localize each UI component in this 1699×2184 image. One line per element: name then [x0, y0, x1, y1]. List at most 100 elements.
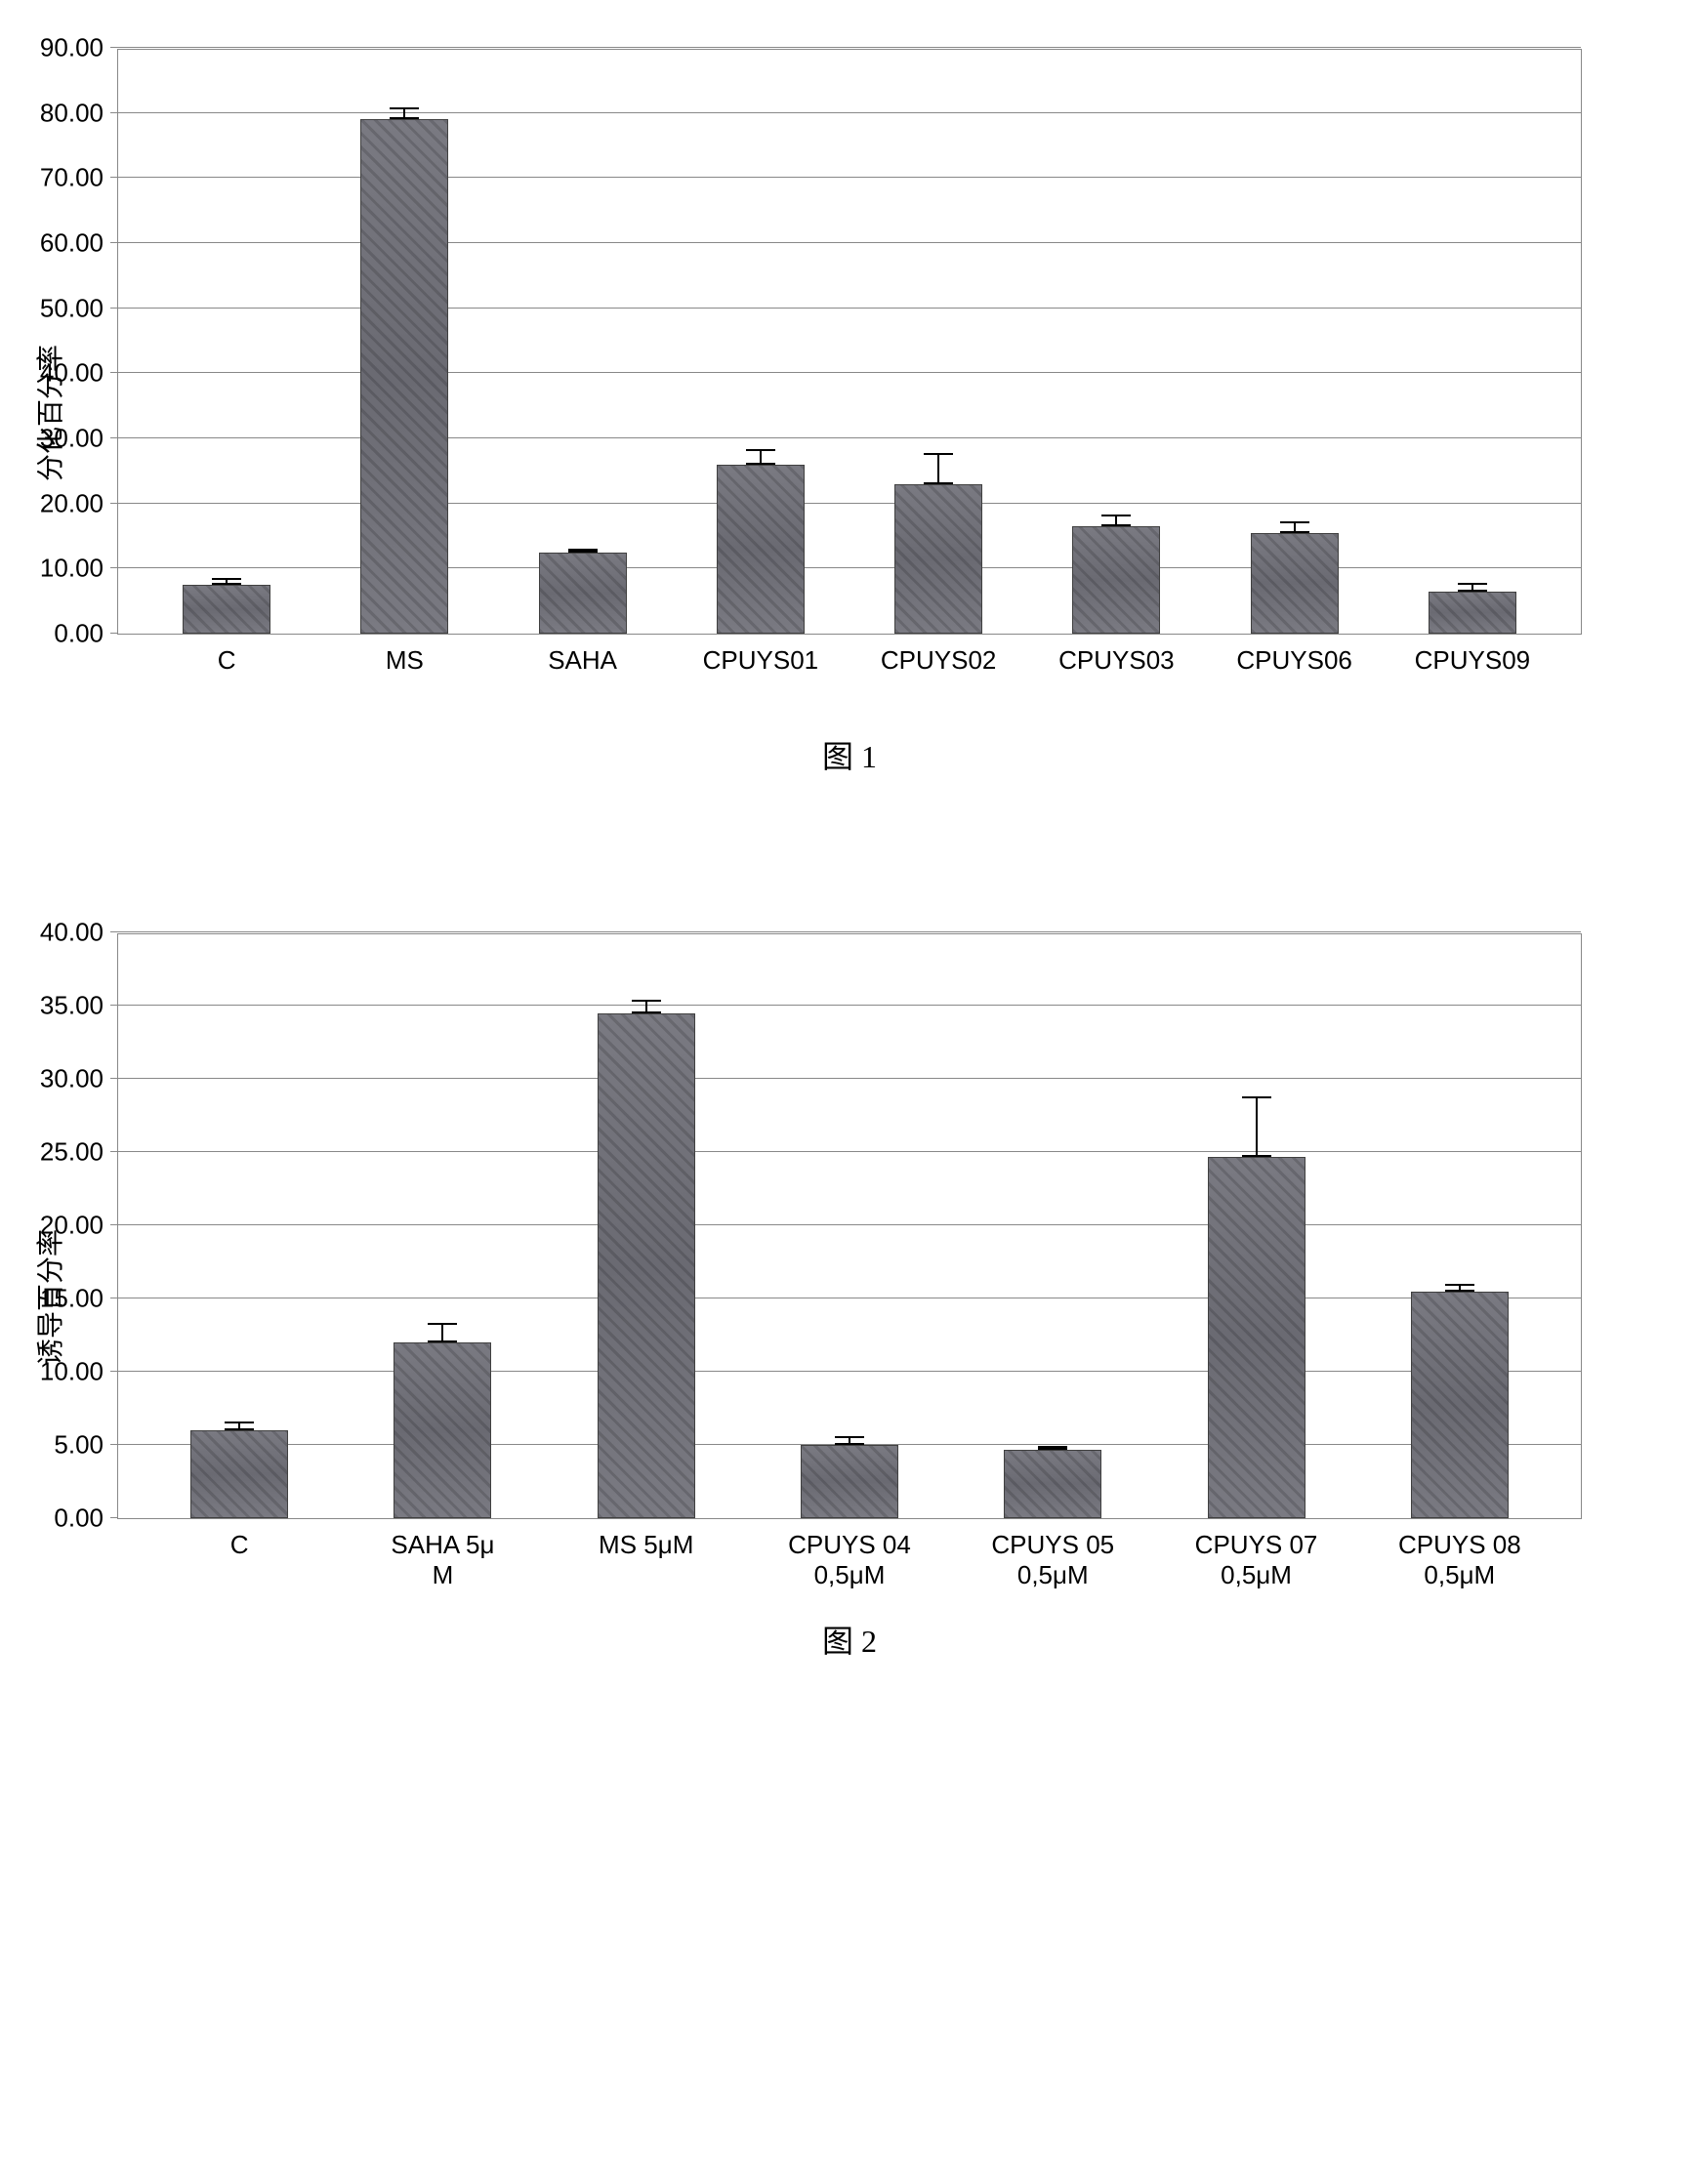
bars-container: CSAHA 5μ MMS 5μMCPUYS 04 0,5μMCPUYS 05 0… — [118, 934, 1581, 1518]
y-tick-mark — [110, 1224, 118, 1225]
bar-group: SAHA — [494, 50, 672, 634]
error-cap-bottom — [1242, 1155, 1271, 1157]
y-tick-mark — [110, 112, 118, 113]
y-tick-mark — [110, 177, 118, 178]
y-tick-mark — [110, 567, 118, 568]
y-tick-label: 35.00 — [40, 991, 104, 1021]
error-cap-top — [1101, 515, 1131, 516]
bar-group: CPUYS 04 0,5μM — [748, 934, 951, 1518]
y-tick-mark — [110, 1005, 118, 1006]
bar-pattern — [1430, 593, 1515, 633]
bar-pattern — [718, 466, 804, 633]
y-tick-mark — [110, 372, 118, 373]
error-cap-top — [632, 1000, 661, 1002]
y-tick-label: 5.00 — [54, 1430, 104, 1461]
bar-group: MS 5μM — [545, 934, 748, 1518]
y-tick-label: 80.00 — [40, 98, 104, 128]
error-cap-bottom — [632, 1011, 661, 1013]
bar-pattern — [1252, 534, 1338, 633]
bar-group: CPUYS 05 0,5μM — [951, 934, 1154, 1518]
bar — [598, 1013, 695, 1519]
y-tick-label: 0.00 — [54, 619, 104, 649]
y-tick-label: 20.00 — [40, 1211, 104, 1241]
gridline — [118, 47, 1581, 48]
bar — [190, 1430, 288, 1518]
chart-2-plot-area: 0.005.0010.0015.0020.0025.0030.0035.0040… — [117, 933, 1582, 1519]
error-cap-top — [225, 1422, 254, 1423]
y-tick-mark — [110, 503, 118, 504]
bar-group: SAHA 5μ M — [341, 934, 544, 1518]
bar — [894, 484, 982, 634]
y-tick-mark — [110, 242, 118, 243]
y-tick-label: 20.00 — [40, 488, 104, 518]
bar-group: MS — [315, 50, 493, 634]
y-tick-mark — [110, 1151, 118, 1152]
bar-pattern — [394, 1343, 490, 1517]
y-tick-label: 10.00 — [40, 554, 104, 584]
bar-pattern — [1005, 1451, 1100, 1518]
bar-pattern — [191, 1431, 287, 1517]
error-cap-bottom — [390, 117, 419, 119]
chart-1-plot-area: 0.0010.0020.0030.0040.0050.0060.0070.008… — [117, 49, 1582, 635]
bar — [1004, 1450, 1101, 1519]
y-tick-label: 60.00 — [40, 228, 104, 259]
error-cap-bottom — [1445, 1290, 1474, 1292]
y-tick-label: 30.00 — [40, 424, 104, 454]
bar — [539, 553, 627, 634]
error-cap-top — [390, 107, 419, 109]
x-category-label: MS 5μM — [559, 1530, 734, 1560]
y-tick-label: 15.00 — [40, 1284, 104, 1314]
error-cap-top — [212, 578, 241, 580]
chart-1-container: 分化百分率 0.0010.0020.0030.0040.0050.0060.00… — [117, 49, 1582, 777]
bar-group: C — [138, 50, 315, 634]
bar-group: C — [138, 934, 341, 1518]
x-category-label: MS — [316, 645, 492, 676]
y-tick-label: 70.00 — [40, 163, 104, 193]
y-tick-mark — [110, 308, 118, 309]
error-cap-top — [1458, 583, 1487, 585]
y-tick-label: 40.00 — [40, 358, 104, 389]
bar-pattern — [184, 586, 269, 633]
error-cap-bottom — [835, 1443, 864, 1445]
y-tick-mark — [110, 1078, 118, 1079]
bar-pattern — [1073, 527, 1159, 633]
error-cap-bottom — [1280, 531, 1309, 533]
y-tick-mark — [110, 931, 118, 932]
x-category-label: SAHA 5μ M — [354, 1530, 530, 1590]
error-cap-top — [1280, 521, 1309, 523]
x-category-label: CPUYS 07 0,5μM — [1169, 1530, 1345, 1590]
x-category-label: C — [139, 645, 314, 676]
y-tick-label: 25.00 — [40, 1137, 104, 1168]
bar-pattern — [540, 554, 626, 633]
x-category-label: CPUYS 05 0,5μM — [965, 1530, 1140, 1590]
gridline — [118, 931, 1581, 932]
error-cap-bottom — [1101, 524, 1131, 526]
bar-group: CPUYS06 — [1206, 50, 1384, 634]
error-cap-top — [1445, 1284, 1474, 1286]
error-bar — [1256, 1098, 1258, 1157]
x-category-label: C — [151, 1530, 327, 1560]
y-tick-label: 90.00 — [40, 33, 104, 63]
bar — [801, 1445, 898, 1518]
bar-group: CPUYS 08 0,5μM — [1358, 934, 1561, 1518]
y-tick-mark — [110, 437, 118, 438]
bar-group: CPUYS02 — [850, 50, 1027, 634]
bar-group: CPUYS09 — [1384, 50, 1561, 634]
x-category-label: CPUYS02 — [850, 645, 1026, 676]
x-category-label: CPUYS06 — [1207, 645, 1383, 676]
y-tick-label: 10.00 — [40, 1357, 104, 1387]
bar-group: CPUYS01 — [672, 50, 850, 634]
bar — [1208, 1157, 1305, 1519]
y-tick-mark — [110, 1517, 118, 1518]
bar-pattern — [802, 1446, 897, 1517]
x-category-label: SAHA — [495, 645, 671, 676]
error-cap-bottom — [1458, 590, 1487, 592]
x-category-label: CPUYS01 — [673, 645, 849, 676]
y-tick-label: 50.00 — [40, 293, 104, 323]
bar — [183, 585, 270, 634]
bar-pattern — [361, 120, 447, 633]
bar-pattern — [1412, 1293, 1508, 1518]
error-cap-top — [1242, 1096, 1271, 1098]
figure-2-label: 图 2 — [117, 1617, 1582, 1662]
bar — [394, 1342, 491, 1518]
